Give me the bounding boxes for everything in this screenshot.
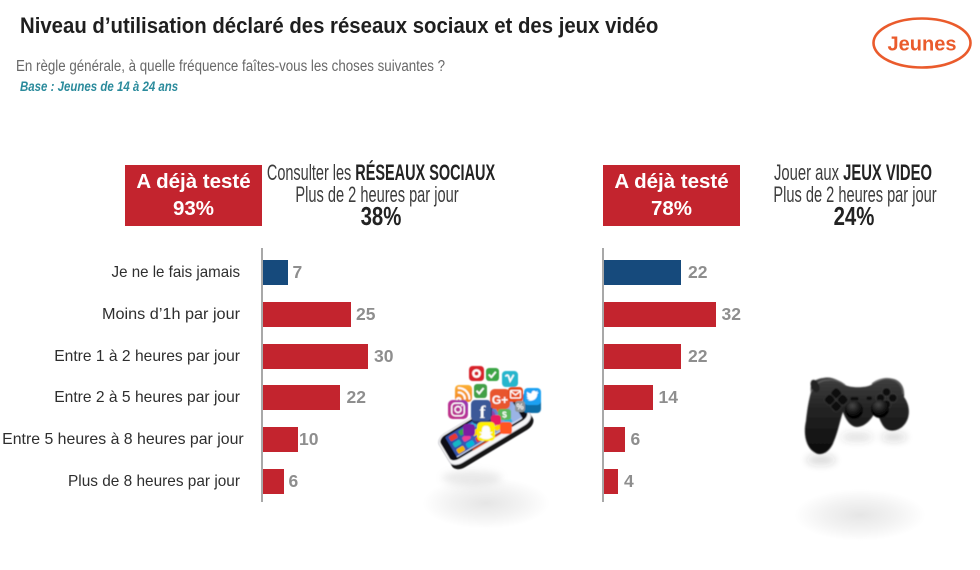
svg-text:Jeunes: Jeunes xyxy=(888,34,957,56)
svg-text:f: f xyxy=(480,402,487,422)
svg-text:%: % xyxy=(516,403,523,412)
svg-text:$: $ xyxy=(502,410,507,420)
svg-text:G+: G+ xyxy=(492,393,508,407)
